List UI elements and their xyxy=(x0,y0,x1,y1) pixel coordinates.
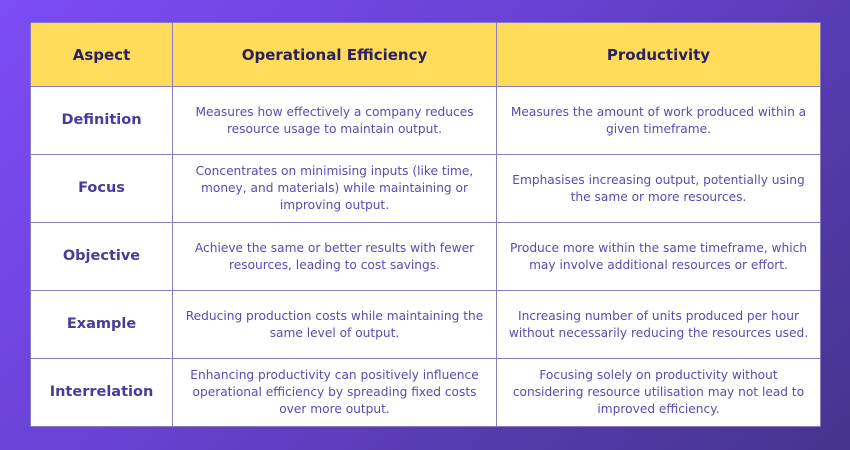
efficiency-cell: Enhancing productivity can positively in… xyxy=(172,358,497,427)
comparison-table: Aspect Operational Efficiency Productivi… xyxy=(30,22,821,427)
table-row: Objective Achieve the same or better res… xyxy=(30,222,821,291)
productivity-cell: Emphasises increasing output, potentiall… xyxy=(496,154,821,223)
productivity-cell: Increasing number of units produced per … xyxy=(496,290,821,359)
header-aspect: Aspect xyxy=(30,22,173,87)
aspect-cell: Definition xyxy=(30,86,173,155)
aspect-cell: Objective xyxy=(30,222,173,291)
efficiency-cell: Measures how effectively a company reduc… xyxy=(172,86,497,155)
table-row: Interrelation Enhancing productivity can… xyxy=(30,358,821,427)
table-row: Definition Measures how effectively a co… xyxy=(30,86,821,155)
table-row: Example Reducing production costs while … xyxy=(30,290,821,359)
aspect-cell: Interrelation xyxy=(30,358,173,427)
header-productivity: Productivity xyxy=(496,22,821,87)
aspect-cell: Example xyxy=(30,290,173,359)
aspect-cell: Focus xyxy=(30,154,173,223)
productivity-cell: Measures the amount of work produced wit… xyxy=(496,86,821,155)
header-row: Aspect Operational Efficiency Productivi… xyxy=(30,22,821,87)
productivity-cell: Focusing solely on productivity without … xyxy=(496,358,821,427)
table-row: Focus Concentrates on minimising inputs … xyxy=(30,154,821,223)
productivity-cell: Produce more within the same timeframe, … xyxy=(496,222,821,291)
header-operational-efficiency: Operational Efficiency xyxy=(172,22,497,87)
efficiency-cell: Reducing production costs while maintain… xyxy=(172,290,497,359)
efficiency-cell: Achieve the same or better results with … xyxy=(172,222,497,291)
efficiency-cell: Concentrates on minimising inputs (like … xyxy=(172,154,497,223)
